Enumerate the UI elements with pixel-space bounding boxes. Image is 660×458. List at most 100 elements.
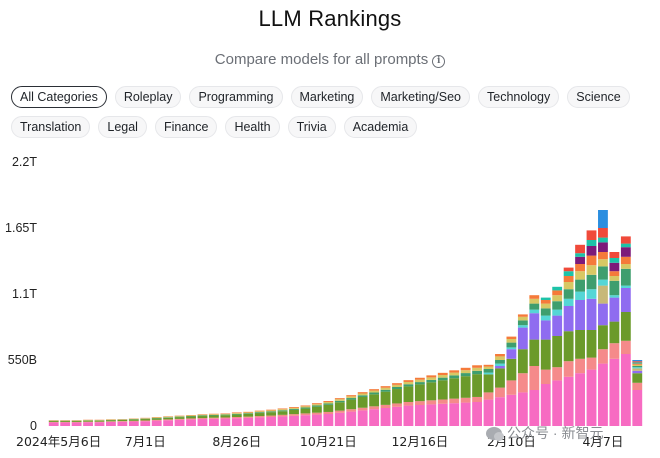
bar-stack[interactable] bbox=[48, 420, 59, 426]
category-chip-trivia[interactable]: Trivia bbox=[287, 116, 336, 138]
bar-stack[interactable] bbox=[563, 267, 574, 426]
bar-segment bbox=[575, 358, 585, 374]
category-chip-translation[interactable]: Translation bbox=[11, 116, 91, 138]
category-chip-marketing-seo[interactable]: Marketing/Seo bbox=[371, 86, 470, 108]
bar-segment bbox=[231, 414, 242, 417]
bar-segment bbox=[323, 401, 334, 402]
bar-stack[interactable] bbox=[334, 398, 345, 426]
bar-stack[interactable] bbox=[254, 410, 265, 426]
bar-stack[interactable] bbox=[369, 389, 380, 426]
bar-segment bbox=[208, 418, 219, 426]
bar-stack[interactable] bbox=[197, 414, 208, 426]
bar-segment bbox=[414, 384, 425, 402]
bar-stack[interactable] bbox=[380, 386, 391, 426]
bar-stack[interactable] bbox=[540, 297, 551, 426]
category-chip-marketing[interactable]: Marketing bbox=[290, 86, 364, 108]
bar-stack[interactable] bbox=[174, 415, 185, 426]
category-chip-science[interactable]: Science bbox=[567, 86, 630, 108]
bar-stack[interactable] bbox=[517, 314, 528, 426]
bar-stack[interactable] bbox=[60, 420, 71, 426]
category-filter-row-1: All Categories Roleplay Programming Mark… bbox=[11, 86, 651, 108]
bar-segment bbox=[552, 315, 563, 336]
bar-stack[interactable] bbox=[552, 286, 563, 426]
bar-segment bbox=[472, 396, 483, 402]
bar-stack[interactable] bbox=[632, 360, 643, 426]
page-subtitle: Compare models for all prompts i bbox=[0, 51, 660, 68]
bar-segment bbox=[151, 418, 162, 420]
bar-stack[interactable] bbox=[151, 417, 162, 426]
category-chip-all[interactable]: All Categories bbox=[11, 86, 107, 108]
bar-stack[interactable] bbox=[449, 370, 460, 426]
bar-stack[interactable] bbox=[620, 236, 631, 426]
bar-segment bbox=[632, 366, 643, 368]
category-chip-academia[interactable]: Academia bbox=[343, 116, 418, 138]
bar-stack[interactable] bbox=[208, 413, 219, 426]
bar-stack[interactable] bbox=[266, 409, 277, 426]
bar-segment bbox=[517, 325, 528, 328]
bar-stack[interactable] bbox=[495, 354, 505, 426]
bar-stack[interactable] bbox=[83, 419, 93, 426]
bar-segment bbox=[346, 398, 357, 400]
bar-stack[interactable] bbox=[71, 420, 82, 426]
bar-stack[interactable] bbox=[231, 412, 242, 426]
bar-segment bbox=[506, 347, 517, 350]
bar-stack[interactable] bbox=[243, 411, 254, 426]
info-icon[interactable]: i bbox=[432, 55, 446, 68]
bar-segment bbox=[128, 419, 139, 421]
bar-stack[interactable] bbox=[163, 416, 174, 426]
bar-segment bbox=[472, 374, 483, 397]
category-chip-roleplay[interactable]: Roleplay bbox=[114, 86, 182, 108]
bar-stack[interactable] bbox=[437, 372, 448, 426]
category-chip-health[interactable]: Health bbox=[225, 116, 280, 138]
bar-segment bbox=[540, 320, 551, 340]
category-chip-programming[interactable]: Programming bbox=[189, 86, 283, 108]
category-chip-technology[interactable]: Technology bbox=[478, 86, 560, 108]
bar-stack[interactable] bbox=[300, 405, 311, 426]
bar-stack[interactable] bbox=[277, 408, 288, 426]
bar-segment bbox=[449, 370, 460, 373]
bar-segment bbox=[495, 354, 505, 357]
bar-stack[interactable] bbox=[220, 413, 231, 426]
bar-stack[interactable] bbox=[117, 419, 128, 426]
bar-stack[interactable] bbox=[586, 230, 597, 426]
bar-stack[interactable] bbox=[529, 295, 540, 426]
bar-segment bbox=[517, 316, 528, 321]
bar-stack[interactable] bbox=[128, 418, 139, 426]
bar-stack[interactable] bbox=[609, 252, 620, 426]
bar-stack[interactable] bbox=[357, 392, 368, 426]
bar-stack[interactable] bbox=[472, 365, 483, 426]
bar-segment bbox=[323, 414, 334, 426]
bar-stack[interactable] bbox=[598, 210, 608, 426]
bar-stack[interactable] bbox=[323, 401, 334, 426]
bar-stack[interactable] bbox=[140, 417, 151, 426]
bar-segment bbox=[311, 414, 322, 426]
bar-stack[interactable] bbox=[289, 407, 299, 426]
bar-segment bbox=[495, 397, 505, 426]
bar-stack[interactable] bbox=[426, 375, 437, 426]
bar-stack[interactable] bbox=[311, 403, 322, 426]
bar-segment bbox=[106, 421, 116, 422]
bar-stack[interactable] bbox=[186, 415, 196, 426]
bar-segment bbox=[334, 412, 345, 426]
bar-stack[interactable] bbox=[94, 419, 105, 426]
bar-stack[interactable] bbox=[414, 377, 425, 426]
bar-segment bbox=[575, 264, 585, 272]
bar-stack[interactable] bbox=[506, 336, 517, 426]
bar-stack[interactable] bbox=[346, 395, 357, 426]
category-chip-legal[interactable]: Legal bbox=[98, 116, 147, 138]
category-chip-finance[interactable]: Finance bbox=[154, 116, 218, 138]
bar-segment bbox=[117, 421, 128, 426]
bar-segment bbox=[106, 420, 116, 422]
bar-stack[interactable] bbox=[575, 244, 585, 426]
bar-segment bbox=[300, 407, 311, 409]
bar-stack[interactable] bbox=[483, 364, 494, 426]
bar-segment bbox=[620, 340, 631, 354]
bar-segment bbox=[563, 267, 574, 272]
bar-segment bbox=[620, 285, 631, 288]
bar-stack[interactable] bbox=[460, 367, 471, 426]
bar-stack[interactable] bbox=[392, 383, 402, 426]
bar-stack[interactable] bbox=[403, 380, 414, 426]
bar-stack[interactable] bbox=[106, 419, 116, 426]
bar-segment bbox=[529, 298, 540, 304]
bar-segment bbox=[426, 379, 437, 383]
